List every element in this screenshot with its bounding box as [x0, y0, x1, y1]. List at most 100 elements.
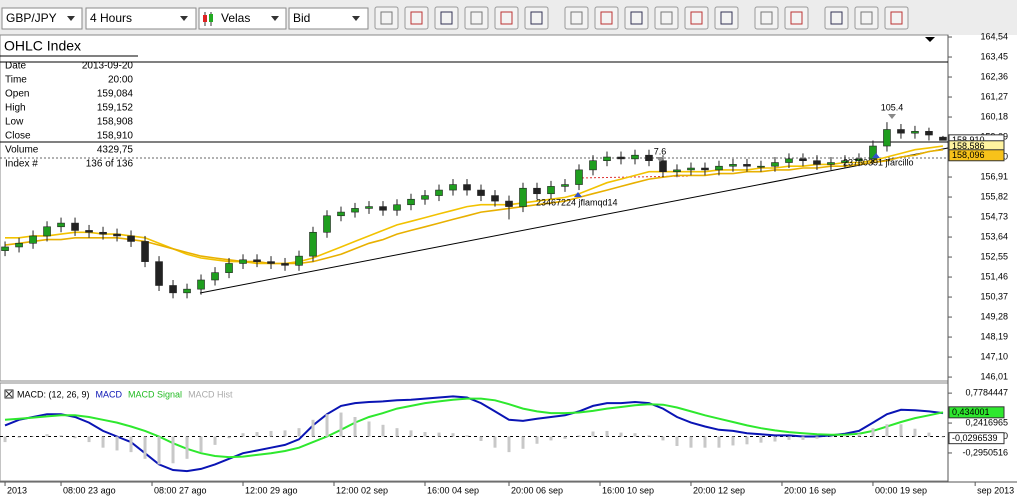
y-tick-label: 164,54 — [980, 31, 1008, 41]
price-label: 0,434001 — [952, 407, 990, 417]
toolbar-button[interactable] — [494, 6, 519, 30]
candle-body — [435, 189, 443, 196]
marker — [888, 114, 896, 119]
y-tick-label: 156,91 — [980, 171, 1008, 181]
hist-bar — [829, 436, 833, 438]
candle-body — [85, 230, 93, 233]
button-icon — [830, 11, 843, 25]
hist-bar — [45, 434, 49, 437]
hist-bar — [745, 436, 749, 445]
candle-body — [309, 231, 317, 257]
candle-body — [71, 222, 79, 231]
toolbar-button[interactable] — [854, 6, 879, 30]
price-type-dropdown[interactable] — [288, 7, 369, 30]
style-dropdown[interactable] — [198, 7, 287, 30]
hist-bar — [129, 436, 133, 453]
hist-bar — [367, 421, 371, 437]
hist-bar — [591, 431, 595, 437]
button-icon — [760, 11, 773, 25]
hist-bar — [535, 436, 539, 444]
hist-bar — [3, 436, 7, 443]
toolbar-button[interactable] — [464, 6, 489, 30]
y-tick-label: 148,19 — [980, 331, 1008, 341]
y-tick-label: 0 — [1003, 431, 1008, 441]
candle-body — [141, 241, 149, 262]
hist-bar — [619, 432, 623, 437]
info-rows: Date 2013-09-20 Time 20:00 Open 159,084 High 15… — [5, 61, 133, 170]
candle-body — [155, 261, 163, 286]
x-tick-label: 12:00 29 ago — [245, 485, 298, 495]
symbol-dropdown[interactable] — [1, 7, 83, 30]
candle-body — [197, 279, 205, 290]
hist-bar — [941, 436, 945, 438]
button-icon — [500, 11, 513, 25]
toolbar-button[interactable] — [824, 6, 849, 30]
hist-bar — [437, 432, 441, 437]
price-label-box — [948, 149, 1005, 162]
hist-bar — [871, 428, 875, 437]
candle-body — [337, 211, 345, 217]
toolbar-button[interactable] — [594, 6, 619, 30]
hist-bar — [549, 436, 553, 441]
candle-body — [687, 167, 695, 171]
price-panel — [0, 34, 949, 382]
candle-body — [253, 259, 261, 262]
candle-body — [799, 158, 807, 162]
candle-body — [533, 187, 541, 195]
toolbar-button[interactable] — [624, 6, 649, 30]
hist-bar — [395, 428, 399, 437]
toolbar-button[interactable] — [784, 6, 809, 30]
candle-body — [421, 195, 429, 200]
x-tick-label: 12:00 02 sep — [336, 485, 388, 495]
y-tick-label: 162,36 — [980, 71, 1008, 81]
toolbar: GBP/JPY 4 Hours Velas Bid — [0, 0, 1017, 35]
timeframe-dropdown[interactable] — [85, 7, 197, 30]
hist-bar — [17, 436, 21, 438]
hist-bar — [787, 436, 791, 440]
x-tick-label: 16:00 04 sep — [427, 485, 479, 495]
info-panel: OHLC Index Date 2013-09-20 Time 20:00 Open 15… — [0, 38, 138, 170]
button-icon — [380, 11, 393, 25]
candle-body — [183, 288, 191, 294]
info-value: 2013-09-20 — [82, 61, 134, 72]
button-icon — [860, 11, 873, 25]
candle-body — [393, 204, 401, 211]
candle-body — [295, 255, 303, 266]
candle-icon — [203, 15, 207, 22]
toolbar-button[interactable] — [404, 6, 429, 30]
info-label: Close — [5, 131, 31, 142]
toolbar-button[interactable] — [884, 6, 909, 30]
button-icon — [410, 11, 423, 25]
candle-body — [757, 165, 765, 168]
price-label: 158,096 — [952, 150, 985, 160]
candle-body — [771, 162, 779, 167]
info-value: 4329,75 — [97, 145, 134, 156]
x-tick-label: 20:00 06 sep — [511, 485, 563, 495]
hist-bar — [675, 436, 679, 446]
price-label: 158,586 — [952, 141, 985, 151]
y-tick-label: 0,2416965 — [965, 417, 1008, 427]
candle-body — [897, 129, 905, 134]
candle-body — [407, 198, 415, 206]
toolbar-button[interactable] — [654, 6, 679, 30]
hist-bar — [213, 436, 217, 445]
y-tick-label: 149,28 — [980, 311, 1008, 321]
toolbar-button[interactable] — [754, 6, 779, 30]
candle-body — [29, 235, 37, 244]
toolbar-button[interactable] — [714, 6, 739, 30]
toolbar-button[interactable] — [434, 6, 459, 30]
hist-bar — [339, 412, 343, 437]
toolbar-buttons — [374, 6, 909, 30]
info-value: 159,152 — [97, 103, 134, 114]
candle-body — [365, 206, 373, 209]
toolbar-button[interactable] — [564, 6, 589, 30]
y-tick-label: 163,45 — [980, 51, 1008, 61]
toolbar-button[interactable] — [374, 6, 399, 30]
button-icon — [660, 11, 673, 25]
toolbar-button[interactable] — [684, 6, 709, 30]
toolbar-button[interactable] — [524, 6, 549, 30]
plot: 105.4 7.6 23467224 jflamqd14 23760391 jfarc… — [0, 102, 948, 473]
candle-body — [15, 242, 23, 248]
y-tick-label: 154,73 — [980, 211, 1008, 221]
